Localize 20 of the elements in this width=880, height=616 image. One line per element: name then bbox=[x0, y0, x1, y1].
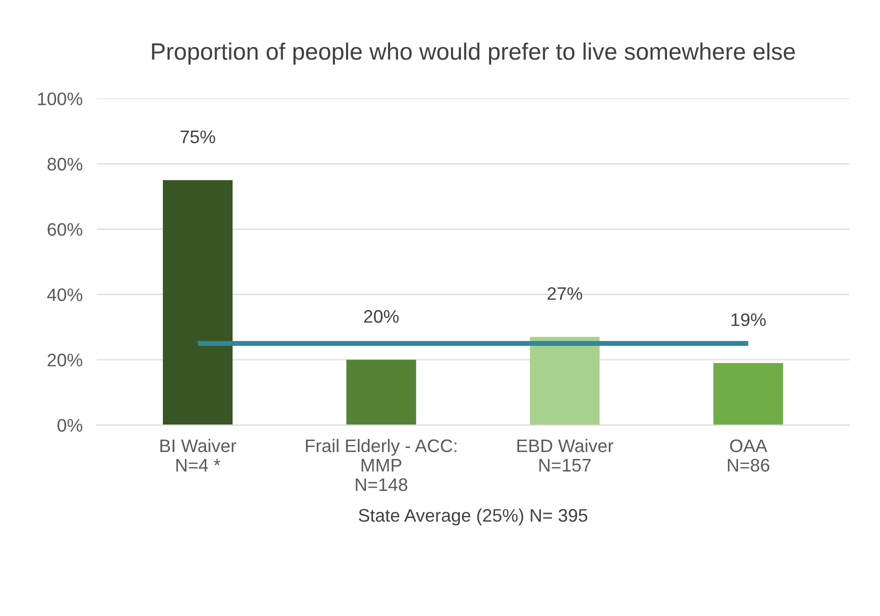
bar bbox=[162, 180, 233, 426]
bar bbox=[530, 336, 600, 426]
y-tick-label: 60% bbox=[48, 223, 82, 236]
bar bbox=[346, 360, 416, 426]
x-tick-label: BI Waiver N=4 * bbox=[160, 438, 236, 472]
data-label: 75% bbox=[180, 130, 216, 144]
chart-title: Proportion of people who would prefer to live somewhere else bbox=[152, 42, 795, 65]
x-tick-label: Frail Elderly - ACC: MMP N=148 bbox=[306, 438, 456, 492]
x-tick-label: OAA N=86 bbox=[728, 439, 770, 472]
x-axis-title: State Average (25%) N= 395 bbox=[358, 508, 588, 526]
y-tick-label: 100% bbox=[38, 92, 82, 106]
y-tick-label: 80% bbox=[48, 158, 82, 171]
y-tick-label: 40% bbox=[47, 288, 82, 302]
bar bbox=[713, 363, 784, 426]
y-tick-label: 20% bbox=[48, 354, 82, 366]
x-tick-label: EBD Waiver N=157 bbox=[517, 438, 614, 472]
data-label: 19% bbox=[732, 313, 766, 326]
data-label: 20% bbox=[364, 310, 399, 323]
y-tick-label: 0% bbox=[58, 418, 82, 432]
data-label: 27% bbox=[548, 287, 582, 300]
